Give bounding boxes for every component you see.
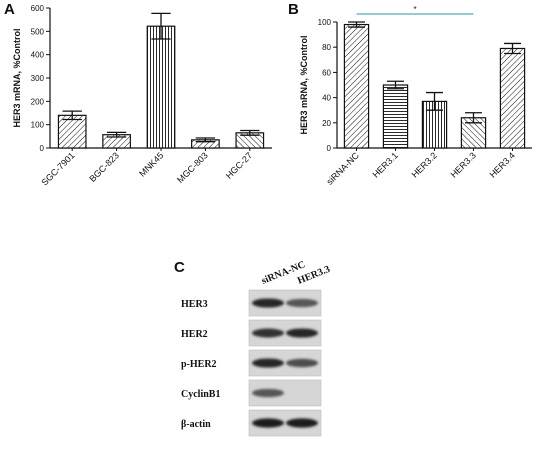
y-tick-label: 40 <box>322 94 331 103</box>
blot-band <box>286 298 318 308</box>
bar <box>499 47 526 149</box>
y-axis-label: HER3 mRNA, %Control <box>299 35 309 134</box>
bar <box>57 114 87 149</box>
category-label: MGC-803 <box>175 150 210 185</box>
y-tick-label: 600 <box>31 4 45 13</box>
category-label: HER3.1 <box>371 150 400 179</box>
blot-band <box>252 328 284 338</box>
y-axis-label: HER3 mRNA, %Control <box>12 28 22 127</box>
blot-band <box>252 418 284 428</box>
category-label: MNK45 <box>137 150 165 178</box>
y-tick-label: 100 <box>318 18 332 27</box>
y-tick-label: 100 <box>31 121 45 130</box>
category-label: BGC-823 <box>87 150 121 184</box>
blot-band <box>286 358 318 368</box>
blot-band <box>286 418 318 428</box>
y-tick-label: 60 <box>322 68 331 77</box>
bar <box>146 25 176 149</box>
blot-row-label: CyclinB1 <box>181 389 220 400</box>
blot-band <box>252 298 284 308</box>
y-tick-label: 300 <box>31 74 45 83</box>
blot-band <box>252 388 284 398</box>
panel-a-letter: A <box>4 1 15 18</box>
chart-a: 0 100 200 300 400 500 600 HER3 mRNA, %Control SG… <box>12 4 272 187</box>
category-label: SGC-7901 <box>39 150 76 187</box>
bar <box>343 23 370 149</box>
y-tick-label: 80 <box>322 43 331 52</box>
y-tick-label: 400 <box>31 51 45 60</box>
panel-c-letter: C <box>174 259 185 276</box>
blot-row-label: HER3 <box>181 299 208 310</box>
category-label: siRNA-NC <box>324 150 361 187</box>
blot-strip <box>248 379 322 407</box>
y-tick-label: 0 <box>327 144 332 153</box>
blot-band <box>286 328 318 338</box>
y-tick-label: 20 <box>322 119 331 128</box>
y-tick-label: 500 <box>31 27 45 36</box>
significance-star: * <box>413 5 416 14</box>
category-label: HER3.2 <box>410 150 439 179</box>
blot-band <box>252 358 284 368</box>
panel-b-letter: B <box>288 1 299 18</box>
western-blot: siRNA-NCHER3.3HER3HER2p-HER2CyclinB1β-ac… <box>181 259 332 437</box>
category-label: HGC-27 <box>224 150 254 180</box>
category-label: HER3.4 <box>488 150 517 179</box>
bar <box>382 84 409 149</box>
category-label: HER3.3 <box>449 150 478 179</box>
y-tick-label: 0 <box>40 144 45 153</box>
y-tick-label: 200 <box>31 97 45 106</box>
blot-row-label: β-actin <box>181 419 211 430</box>
blot-row-label: p-HER2 <box>181 359 217 370</box>
chart-b: 0 20 40 60 80 100 HER3 mRNA, %Control siRNA-NC H… <box>299 5 532 187</box>
blot-row-label: HER2 <box>181 329 208 340</box>
